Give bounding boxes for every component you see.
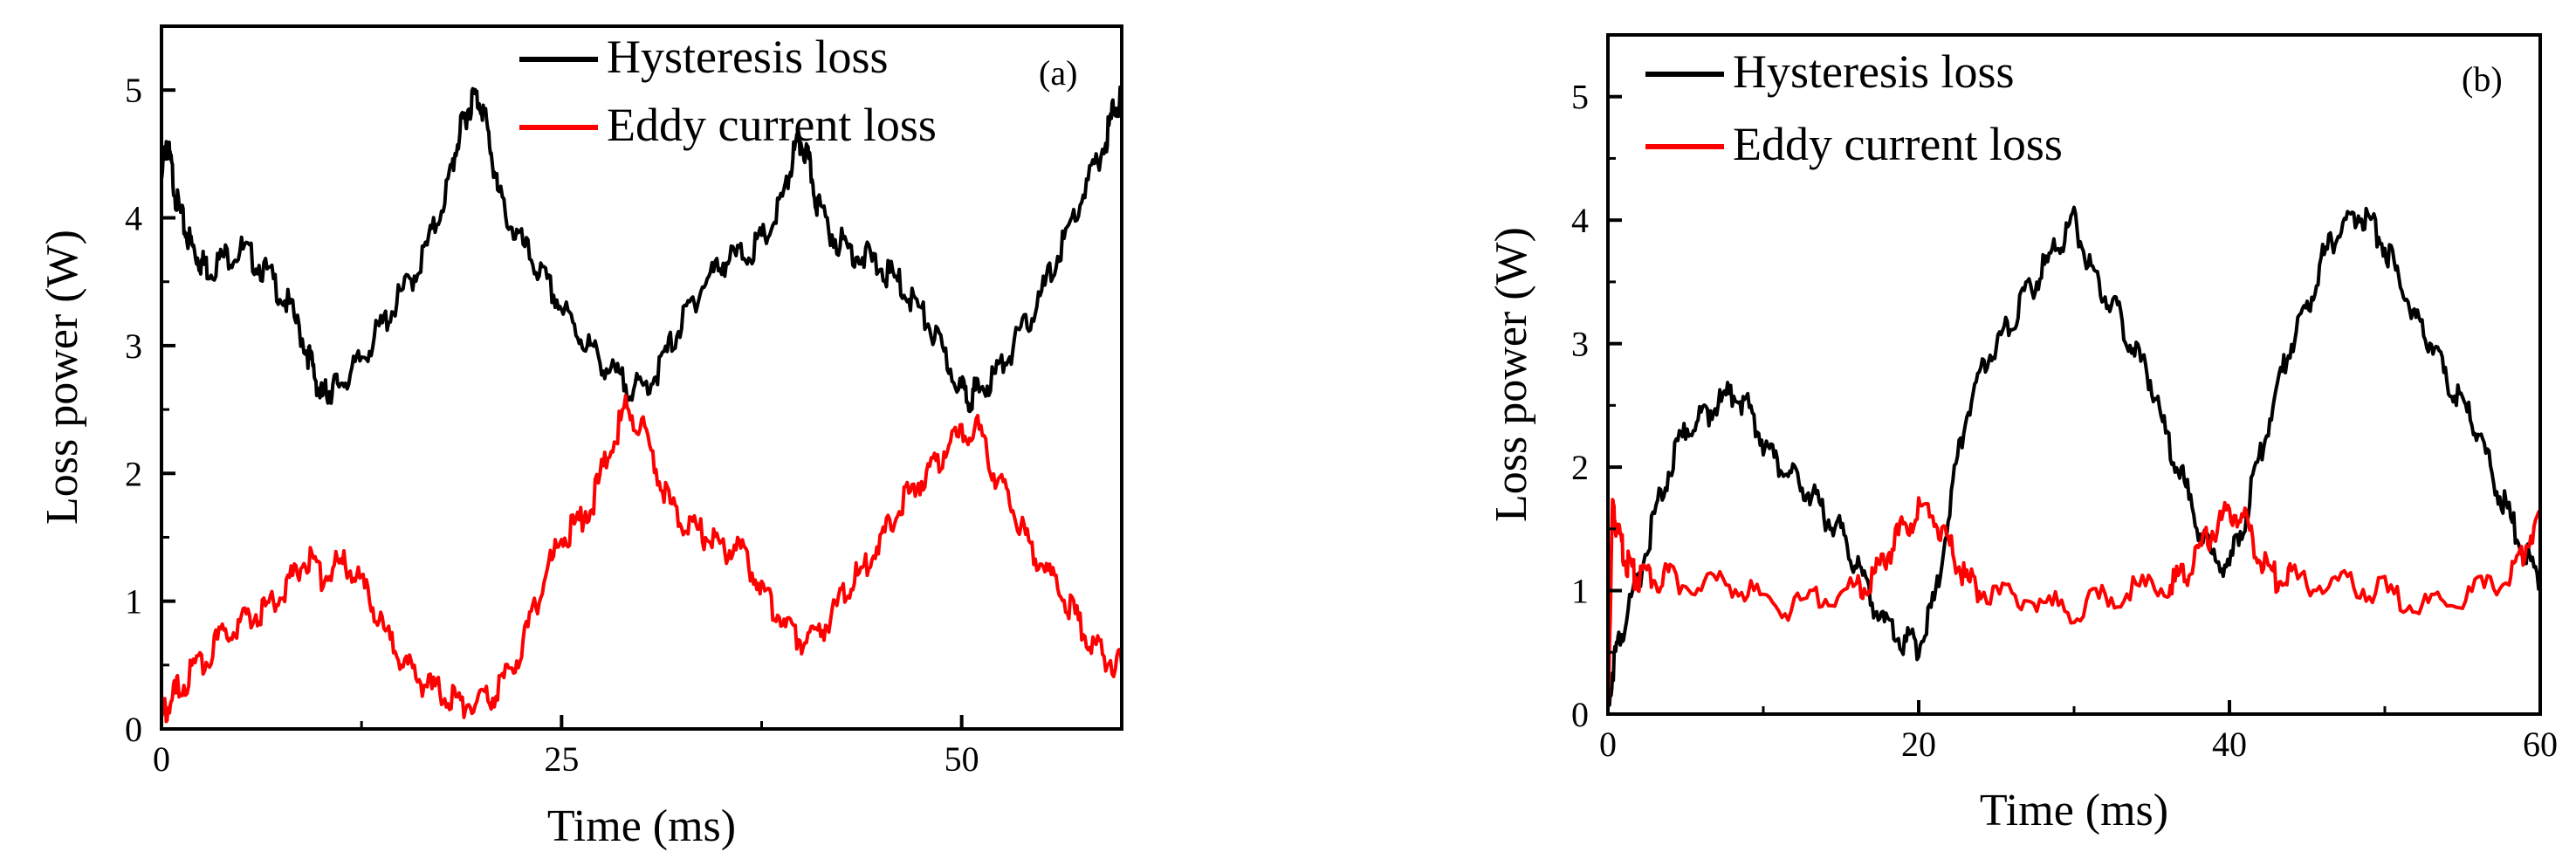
panel-b-y-tick-label: 2 — [1571, 448, 1589, 487]
panel-a-series-hysteresis-line — [160, 85, 1123, 414]
panel-a-ticks-layer: 0 25 50 0 1 2 3 4 5 — [125, 71, 979, 779]
panel-a-y-tick-label: 4 — [125, 199, 142, 238]
panel-b-x-tick-label: 60 — [2523, 725, 2558, 764]
panel-a-y-tick-label: 0 — [125, 710, 142, 749]
panel-b-series-hysteresis-line — [1606, 205, 2542, 707]
panel-a-x-tick-label: 50 — [945, 739, 979, 779]
panel-b-y-axis-title: Loss power (W) — [1487, 227, 1536, 522]
panel-a-legend: Hysteresis loss Eddy current loss — [519, 31, 937, 151]
panel-a-x-tick-label: 25 — [544, 739, 579, 779]
panel-a-plot-frame — [160, 24, 1123, 731]
panel-b-series-layer — [1606, 205, 2542, 708]
panel-b-x-tick-label: 40 — [2212, 725, 2247, 764]
panel-a-legend-eddy-label: Eddy current loss — [607, 99, 937, 151]
panel-b-y-tick-label: 0 — [1571, 695, 1589, 734]
panel-b-x-tick-label: 0 — [1599, 725, 1617, 764]
panel-b-legend-hysteresis-label: Hysteresis loss — [1733, 45, 2015, 98]
panel-b-y-tick-label: 3 — [1571, 325, 1589, 364]
panel-a-x-axis-title: Time (ms) — [547, 801, 736, 851]
panel-b-series-eddy-line — [1606, 496, 2542, 708]
panel-b-y-tick-label: 1 — [1571, 572, 1589, 611]
panel-b-x-axis-title: Time (ms) — [1980, 786, 2168, 835]
panel-a-y-tick-label: 2 — [125, 454, 142, 493]
panel-b-x-tick-label: 20 — [1901, 725, 1936, 764]
panel-a-x-tick-label: 0 — [153, 739, 170, 779]
panel-b: 0 20 40 60 0 1 2 3 4 5 Time (ms) Loss power (W) (… — [1487, 33, 2558, 835]
panel-a-series-eddy-line — [160, 394, 1123, 724]
panel-a-y-tick-label: 3 — [125, 326, 142, 366]
panel-b-y-tick-label: 4 — [1571, 201, 1589, 240]
panel-a-legend-hysteresis-label: Hysteresis loss — [607, 31, 889, 83]
panel-a-y-tick-label: 5 — [125, 71, 142, 110]
panel-b-legend-eddy-label: Eddy current loss — [1733, 118, 2063, 170]
panel-a-y-axis-title: Loss power (W) — [38, 230, 87, 525]
panel-a-label: (a) — [1039, 53, 1077, 93]
panel-b-label: (b) — [2462, 59, 2503, 99]
panel-a-y-tick-label: 1 — [125, 582, 142, 622]
panel-b-ticks-layer: 0 20 40 60 0 1 2 3 4 5 — [1571, 78, 2558, 764]
panel-a: 0 25 50 0 1 2 3 4 5 Time (ms) Loss power (W) (a)… — [38, 24, 1123, 851]
panel-a-series-layer — [160, 85, 1123, 724]
panel-b-y-tick-label: 5 — [1571, 78, 1589, 117]
panel-b-legend: Hysteresis loss Eddy current loss — [1645, 45, 2063, 170]
